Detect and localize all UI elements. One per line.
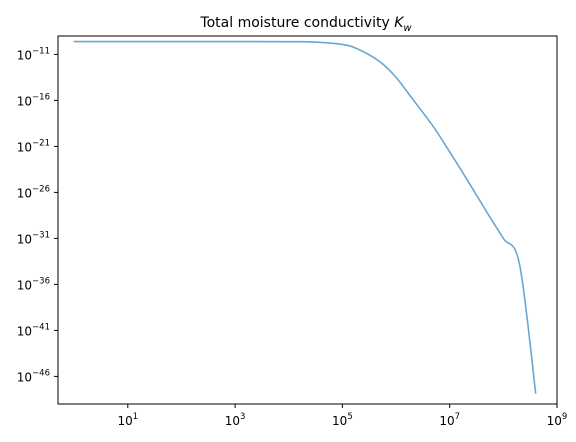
x-tick-label: 101 [117, 412, 138, 428]
y-tick-label: 10−26 [17, 184, 50, 200]
x-tick-label: 109 [547, 412, 568, 428]
axes-frame [57, 35, 558, 405]
y-tick-label: 10−16 [17, 92, 50, 108]
y-tick-label: 10−46 [17, 368, 50, 384]
x-axis: 101 103 105 107 109 [117, 404, 567, 428]
chart-title: Total moisture conductivity Kw [199, 15, 412, 34]
x-tick-label: 103 [225, 412, 246, 428]
y-tick-label: 10−36 [17, 276, 50, 292]
chart-marks [73, 40, 537, 394]
x-tick-label: 105 [332, 412, 353, 428]
y-tick-label: 10−11 [17, 46, 50, 62]
y-tick-label: 10−31 [17, 230, 50, 246]
chart-title-subscript: w [403, 23, 412, 34]
y-tick-label: 10−41 [17, 322, 50, 338]
series-line-0 [73, 40, 537, 394]
x-tick-label: 107 [439, 412, 460, 428]
y-axis: 10−11 10−16 10−21 10−26 10−31 10−36 10−41 10−46 [17, 46, 58, 384]
y-tick-label: 10−21 [17, 138, 50, 154]
chart-title-symbol: K [394, 15, 405, 31]
chart-title-text: Total moisture conductivity [199, 15, 394, 31]
